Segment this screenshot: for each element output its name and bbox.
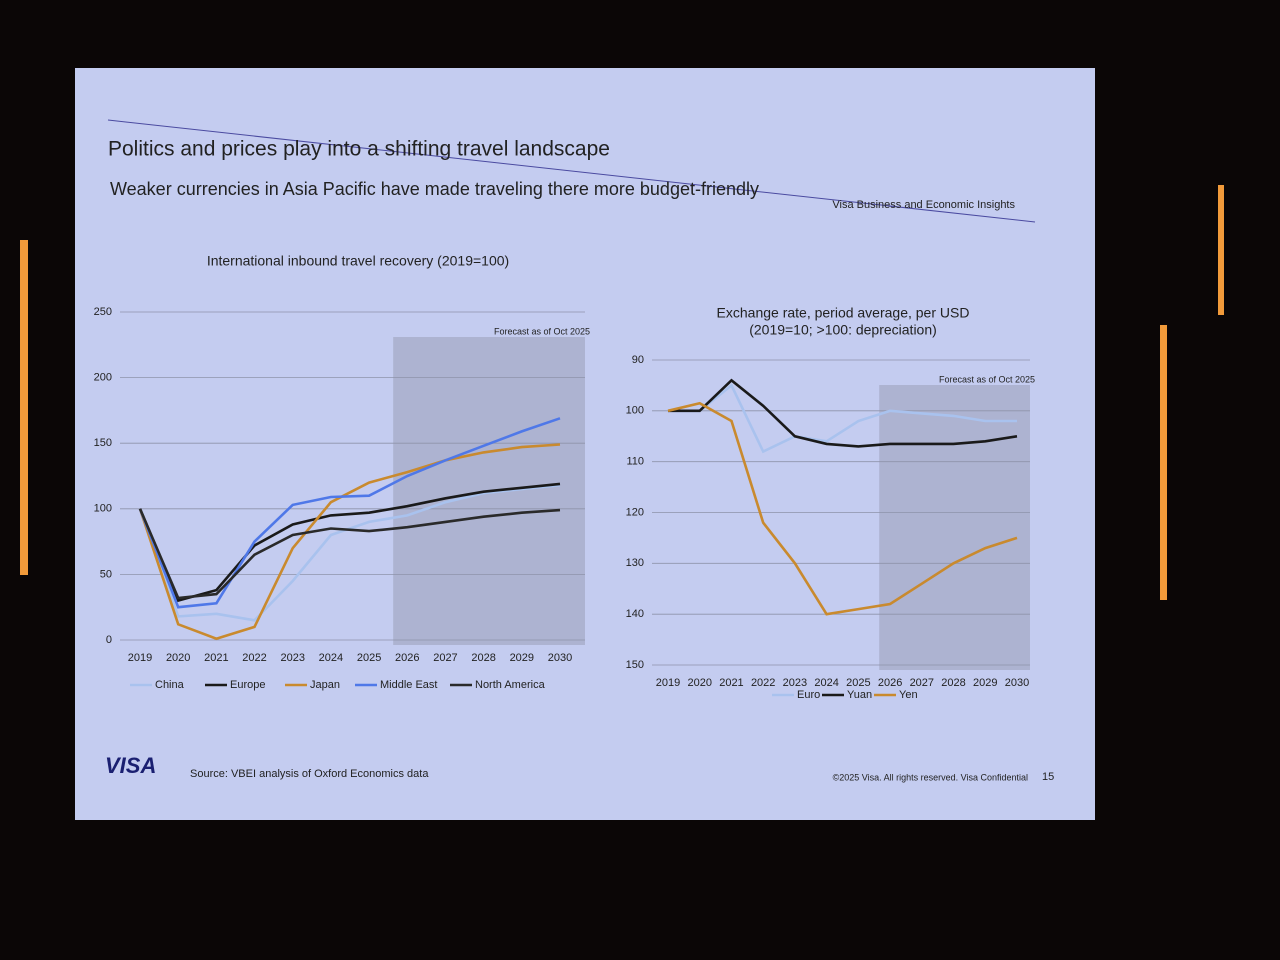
- x-tick-label: 2030: [1005, 677, 1029, 689]
- series-line: [138, 443, 561, 641]
- x-tick-label: 2027: [433, 652, 457, 664]
- y-tick-label: 90: [632, 354, 644, 366]
- chart-title: Exchange rate, period average, per USD: [717, 305, 970, 321]
- y-tick-label: 0: [106, 634, 112, 646]
- x-tick-label: 2028: [471, 652, 495, 664]
- x-tick-label: 2025: [846, 677, 870, 689]
- y-tick-label: 110: [626, 456, 644, 468]
- x-tick-label: 2020: [166, 652, 190, 664]
- series-line: [138, 417, 561, 609]
- series-line: [138, 483, 561, 622]
- y-tick-label: 120: [626, 506, 644, 518]
- x-tick-label: 2029: [510, 652, 534, 664]
- y-tick-label: 150: [626, 659, 644, 671]
- copyright: ©2025 Visa. All rights reserved. Visa Co…: [833, 772, 1028, 782]
- x-tick-label: 2027: [910, 677, 934, 689]
- chart-subtitle: (2019=10; >100: depreciation): [749, 322, 937, 338]
- x-tick-label: 2026: [878, 677, 902, 689]
- source: Source: VBEI analysis of Oxford Economic…: [190, 768, 429, 780]
- legend-label: Middle East: [380, 679, 437, 691]
- x-tick-label: 2023: [280, 652, 304, 664]
- forecast-shade: [879, 385, 1030, 670]
- legend-label: China: [155, 679, 185, 691]
- stage-light: [1218, 185, 1224, 315]
- annotation: Forecast as of Oct 2025: [939, 374, 1035, 384]
- y-tick-label: 140: [626, 608, 644, 620]
- title-rule: [107, 119, 1036, 223]
- page-number: 15: [1042, 771, 1054, 783]
- x-tick-label: 2022: [242, 652, 266, 664]
- y-tick-label: 200: [94, 372, 112, 384]
- x-tick-label: 2024: [319, 652, 343, 664]
- x-tick-label: 2028: [941, 677, 965, 689]
- legend-label: Japan: [310, 679, 340, 691]
- x-tick-label: 2021: [719, 677, 743, 689]
- legend-label: Yen: [899, 689, 918, 701]
- x-tick-label: 2021: [204, 652, 228, 664]
- x-tick-label: 2030: [548, 652, 572, 664]
- chart-title: International inbound travel recovery (2…: [207, 253, 509, 269]
- y-tick-label: 100: [94, 503, 112, 515]
- series-line: [668, 378, 1018, 448]
- series-line: [668, 383, 1017, 454]
- x-tick-label: 2019: [128, 652, 152, 664]
- legend-label: North America: [475, 679, 546, 691]
- legend-label: Yuan: [847, 689, 872, 701]
- x-tick-label: 2026: [395, 652, 419, 664]
- slide-title: Politics and prices play into a shifting…: [108, 138, 610, 161]
- x-tick-label: 2023: [783, 677, 807, 689]
- series-line: [138, 482, 561, 603]
- x-tick-label: 2019: [656, 677, 680, 689]
- stage-light: [20, 240, 28, 575]
- x-tick-label: 2022: [751, 677, 775, 689]
- x-tick-label: 2029: [973, 677, 997, 689]
- legend-label: Europe: [230, 679, 265, 691]
- x-tick-label: 2024: [814, 677, 838, 689]
- legend-label: Euro: [797, 689, 820, 701]
- x-tick-label: 2020: [687, 677, 711, 689]
- annotation: Forecast as of Oct 2025: [494, 326, 590, 336]
- stage-light: [1160, 325, 1167, 600]
- y-tick-label: 50: [100, 568, 112, 580]
- y-tick-label: 150: [94, 437, 112, 449]
- series-line: [138, 508, 561, 600]
- y-tick-label: 100: [626, 405, 644, 417]
- y-tick-label: 130: [626, 557, 644, 569]
- y-tick-label: 250: [94, 306, 112, 318]
- series-line: [667, 401, 1018, 616]
- logo: VISA: [105, 753, 156, 778]
- x-tick-label: 2025: [357, 652, 381, 664]
- brand: Visa Business and Economic Insights: [832, 199, 1015, 211]
- slide-subtitle: Weaker currencies in Asia Pacific have m…: [110, 179, 759, 199]
